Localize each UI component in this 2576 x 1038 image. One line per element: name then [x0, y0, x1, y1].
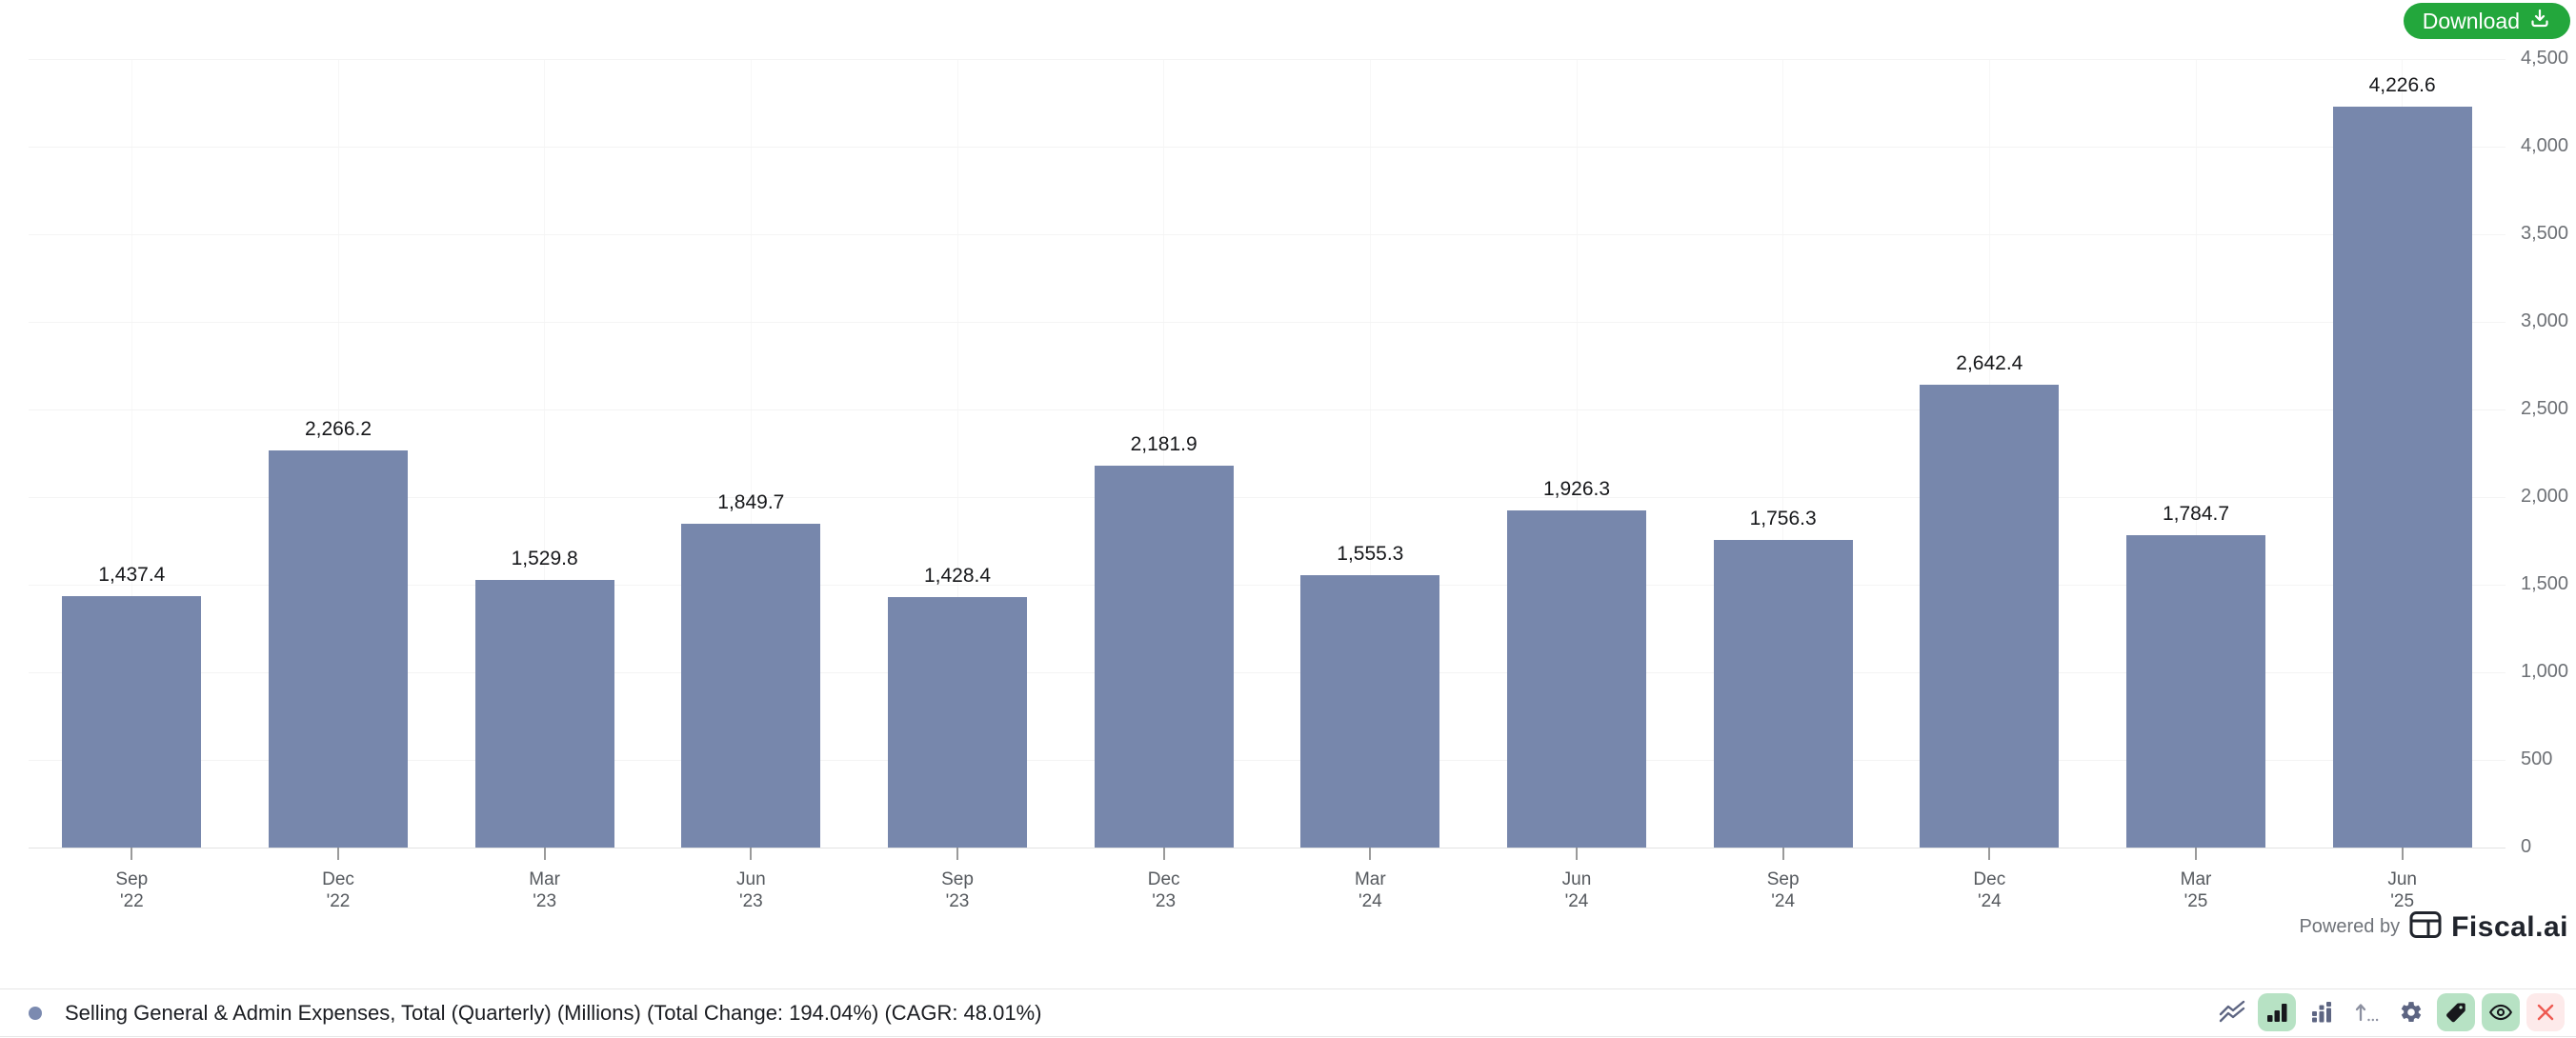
bar-value-label: 1,428.4: [923, 565, 992, 588]
x-axis-label: Jun '23: [736, 869, 766, 911]
bar-value-label: 1,756.3: [1749, 507, 1817, 529]
x-axis-tick: [543, 848, 546, 860]
x-axis-tick: [337, 848, 339, 860]
legend-item[interactable]: Selling General & Admin Expenses, Total …: [0, 1001, 1042, 1026]
powered-by-label: Powered by: [2299, 916, 2401, 937]
legend-bar: Selling General & Admin Expenses, Total …: [0, 988, 2576, 1037]
y-axis-label: 500: [2521, 749, 2553, 769]
download-button-label: Download: [2422, 8, 2520, 33]
horizontal-gridline: [29, 409, 2506, 410]
bar[interactable]: [888, 597, 1027, 848]
vertical-gridline: [544, 59, 546, 848]
vertical-gridline: [2195, 59, 2197, 848]
bar-value-label: 1,784.7: [2162, 502, 2230, 525]
x-axis-tick: [131, 848, 133, 860]
tag-icon[interactable]: [2437, 993, 2475, 1031]
x-axis-label: Sep '23: [941, 869, 974, 911]
horizontal-gridline: [29, 671, 2506, 673]
x-axis-tick: [1369, 848, 1372, 860]
powered-by: Powered by Fiscal.ai: [2299, 910, 2568, 944]
bar-value-label: 1,529.8: [511, 547, 578, 569]
x-axis-label: Mar '23: [529, 869, 561, 911]
brand-name: Fiscal.ai: [2451, 910, 2568, 943]
bar[interactable]: [1507, 509, 1646, 848]
vertical-gridline: [956, 59, 958, 848]
x-axis-label: Dec '24: [1973, 869, 2006, 911]
x-axis-label: Jun '25: [2387, 869, 2417, 911]
sort-arrow-icon[interactable]: [2347, 993, 2385, 1031]
y-axis-label: 2,500: [2521, 398, 2569, 419]
bar-chart-icon[interactable]: [2258, 993, 2296, 1031]
y-axis-label: 4,500: [2521, 48, 2569, 69]
bar[interactable]: [474, 579, 614, 848]
bar-value-label: 1,437.4: [98, 563, 166, 586]
x-axis-label: Dec '22: [322, 869, 354, 911]
legend-dot: [29, 1006, 42, 1020]
y-axis-label: 1,500: [2521, 573, 2569, 594]
vertical-gridline: [131, 59, 132, 848]
y-axis-label: 3,500: [2521, 223, 2569, 244]
x-axis-tick: [956, 848, 958, 860]
y-axis-label: 3,000: [2521, 310, 2569, 331]
y-axis-label: 2,000: [2521, 486, 2569, 507]
x-axis-tick: [1988, 848, 1991, 860]
bar[interactable]: [269, 450, 408, 848]
x-axis-tick: [2195, 848, 2197, 860]
x-axis-label: Sep '24: [1766, 869, 1800, 911]
y-axis-label: 0: [2521, 836, 2532, 857]
x-axis-label: Mar '25: [2180, 869, 2212, 911]
horizontal-gridline: [29, 321, 2506, 323]
fiscal-logo-icon: [2409, 910, 2442, 944]
bar-value-label: 2,181.9: [1130, 432, 1197, 455]
bar[interactable]: [1920, 384, 2060, 848]
vertical-gridline: [1782, 59, 1784, 848]
bar[interactable]: [2332, 107, 2472, 848]
bar-value-label: 1,849.7: [717, 490, 785, 513]
bar[interactable]: [1300, 574, 1440, 848]
close-icon[interactable]: [2526, 993, 2565, 1031]
x-axis-label: Dec '23: [1147, 869, 1180, 911]
horizontal-gridline: [29, 146, 2506, 148]
grouped-bars-icon[interactable]: [2303, 993, 2341, 1031]
x-axis-tick: [1781, 848, 1784, 860]
download-button[interactable]: Download: [2403, 3, 2570, 39]
y-axis-label: 1,000: [2521, 661, 2569, 682]
bar[interactable]: [1713, 539, 1853, 848]
x-axis-tick: [1576, 848, 1578, 860]
horizontal-gridline: [29, 233, 2506, 235]
x-axis-label: Sep '22: [115, 869, 149, 911]
x-axis-label: Mar '24: [1354, 869, 1386, 911]
bar-value-label: 4,226.6: [2368, 74, 2436, 97]
bar[interactable]: [62, 595, 202, 848]
download-icon: [2528, 7, 2551, 35]
vertical-gridline: [750, 59, 752, 848]
bar[interactable]: [681, 523, 821, 848]
eye-icon[interactable]: [2482, 993, 2520, 1031]
bar[interactable]: [2126, 534, 2265, 848]
x-axis-tick: [1162, 848, 1165, 860]
horizontal-gridline: [29, 759, 2506, 761]
x-axis-tick: [750, 848, 753, 860]
horizontal-gridline: [29, 496, 2506, 498]
y-axis-label: 4,000: [2521, 135, 2569, 156]
bar-value-label: 1,926.3: [1542, 477, 1611, 500]
x-axis-label: Jun '24: [1561, 869, 1592, 911]
legend-label: Selling General & Admin Expenses, Total …: [65, 1000, 1042, 1025]
horizontal-gridline: [29, 58, 2506, 60]
bar-value-label: 2,642.4: [1956, 351, 2023, 374]
bar[interactable]: [1094, 465, 1234, 848]
vertical-gridline: [1369, 59, 1371, 848]
vertical-gridline: [1163, 59, 1165, 848]
x-axis-tick: [2401, 848, 2404, 860]
bar-value-label: 1,555.3: [1337, 542, 1404, 565]
horizontal-gridline: [29, 584, 2506, 586]
settings-gear-icon[interactable]: [2392, 993, 2430, 1031]
bar-value-label: 2,266.2: [304, 418, 372, 441]
vertical-gridline: [1576, 59, 1578, 848]
chart-toolbar: [2213, 993, 2565, 1031]
trend-lines-icon[interactable]: [2213, 993, 2251, 1031]
